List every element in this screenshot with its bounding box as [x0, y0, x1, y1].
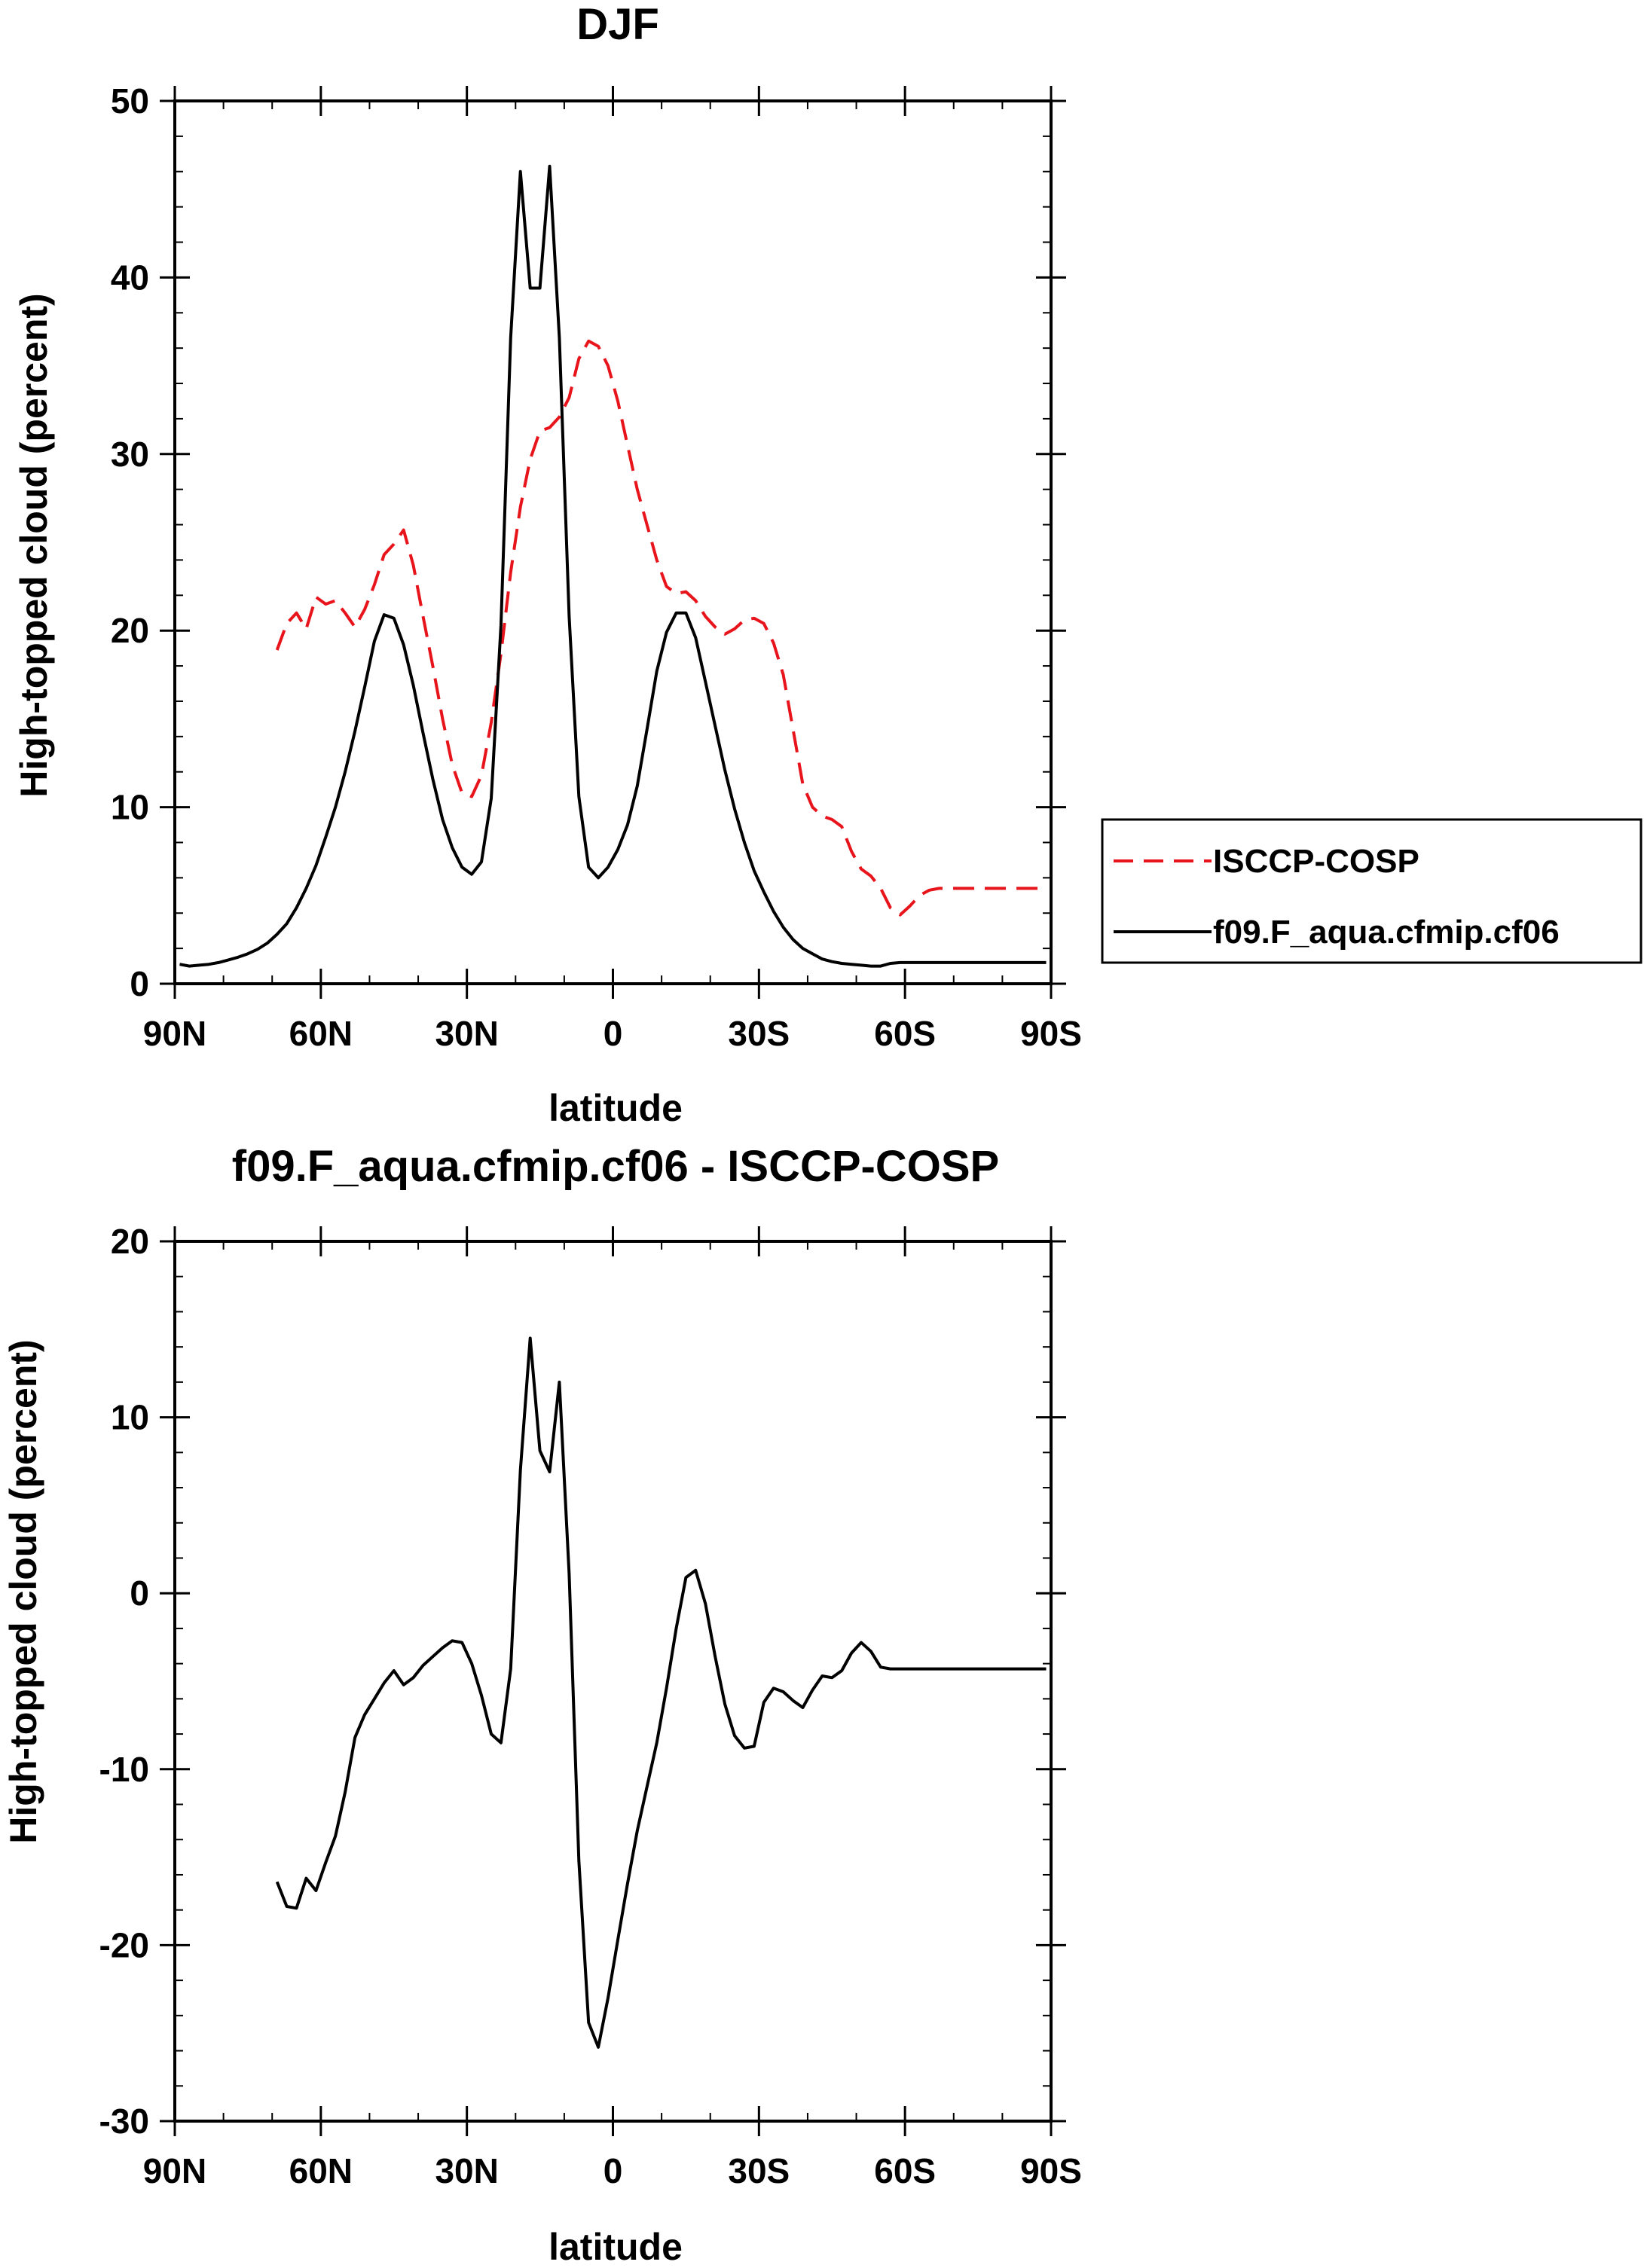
top-chart-title: DJF	[576, 0, 659, 49]
bottom-x-tick-label: 60S	[874, 2151, 936, 2190]
top-y-tick-label: 20	[111, 611, 149, 650]
bottom-x-tick-label: 30N	[435, 2151, 498, 2190]
top-y-tick-label: 50	[111, 81, 149, 121]
bottom-ticks	[160, 1226, 1066, 2136]
bottom-x-tick-label: 0	[604, 2151, 623, 2190]
top-y-tick-label: 0	[130, 964, 149, 1003]
bottom-x-tick-label: 90S	[1020, 2151, 1082, 2190]
top-series-line-isccp-cosp	[275, 339, 1047, 917]
top-y-tick-label: 40	[111, 258, 149, 297]
top-y-tick-label: 10	[111, 788, 149, 827]
top-x-tick-label: 30N	[435, 1014, 498, 1053]
legend-label-model: f09.F_aqua.cfmip.cf06	[1213, 914, 1560, 951]
bottom-x-tick-label: 90N	[143, 2151, 206, 2190]
bottom-y-tick-label: 10	[111, 1398, 149, 1437]
top-x-tick-label: 90N	[143, 1014, 206, 1053]
bottom-panel: f09.F_aqua.cfmip.cf06 - ISCCP-COSP High-…	[2, 1142, 1082, 2268]
bottom-y-tick-label: 20	[111, 1222, 149, 1261]
bottom-y-tick-label: -10	[99, 1750, 149, 1789]
top-tick-labels: 90N 60N 30N 0 30S 60S 90S 0 10 20 30 40 50	[111, 81, 1082, 1053]
bottom-x-tick-label: 30S	[728, 2151, 790, 2190]
bottom-y-tick-label: -20	[99, 1925, 149, 1964]
top-x-tick-label: 30S	[728, 1014, 790, 1053]
top-x-tick-label: 90S	[1020, 1014, 1082, 1053]
bottom-ylabel: High-topped cloud (percent)	[2, 1339, 44, 1843]
top-series	[179, 164, 1047, 968]
top-ticks	[160, 86, 1066, 999]
legend-label-isccp: ISCCP-COSP	[1213, 843, 1419, 880]
bottom-y-tick-label: 0	[130, 1574, 149, 1613]
top-ylabel: High-topped cloud (percent)	[13, 293, 55, 797]
top-panel: DJF High-topped cloud (percent) latitude…	[13, 0, 1082, 1129]
bottom-series-line-difference	[275, 1336, 1047, 2049]
top-y-tick-label: 30	[111, 435, 149, 474]
top-x-tick-label: 60N	[289, 1014, 353, 1053]
bottom-xlabel: latitude	[549, 2226, 683, 2268]
bottom-x-tick-label: 60N	[289, 2151, 353, 2190]
bottom-y-tick-label: -30	[99, 2102, 149, 2141]
legend: ISCCP-COSP f09.F_aqua.cfmip.cf06	[1101, 818, 1642, 964]
bottom-series	[275, 1336, 1047, 2049]
legend-box	[1101, 818, 1642, 964]
bottom-plot-frame	[173, 1240, 1053, 2123]
bottom-tick-labels: 90N 60N 30N 0 30S 60S 90S -30 -20 -10 0 10 20	[99, 1222, 1082, 2190]
top-plot-frame	[173, 99, 1053, 985]
top-x-tick-label: 0	[604, 1014, 623, 1053]
top-series-line-f09-f-aqua-cfmip-cf06	[179, 164, 1047, 968]
top-x-tick-label: 60S	[874, 1014, 936, 1053]
top-xlabel: latitude	[549, 1087, 683, 1129]
bottom-chart-title: f09.F_aqua.cfmip.cf06 - ISCCP-COSP	[232, 1142, 999, 1191]
